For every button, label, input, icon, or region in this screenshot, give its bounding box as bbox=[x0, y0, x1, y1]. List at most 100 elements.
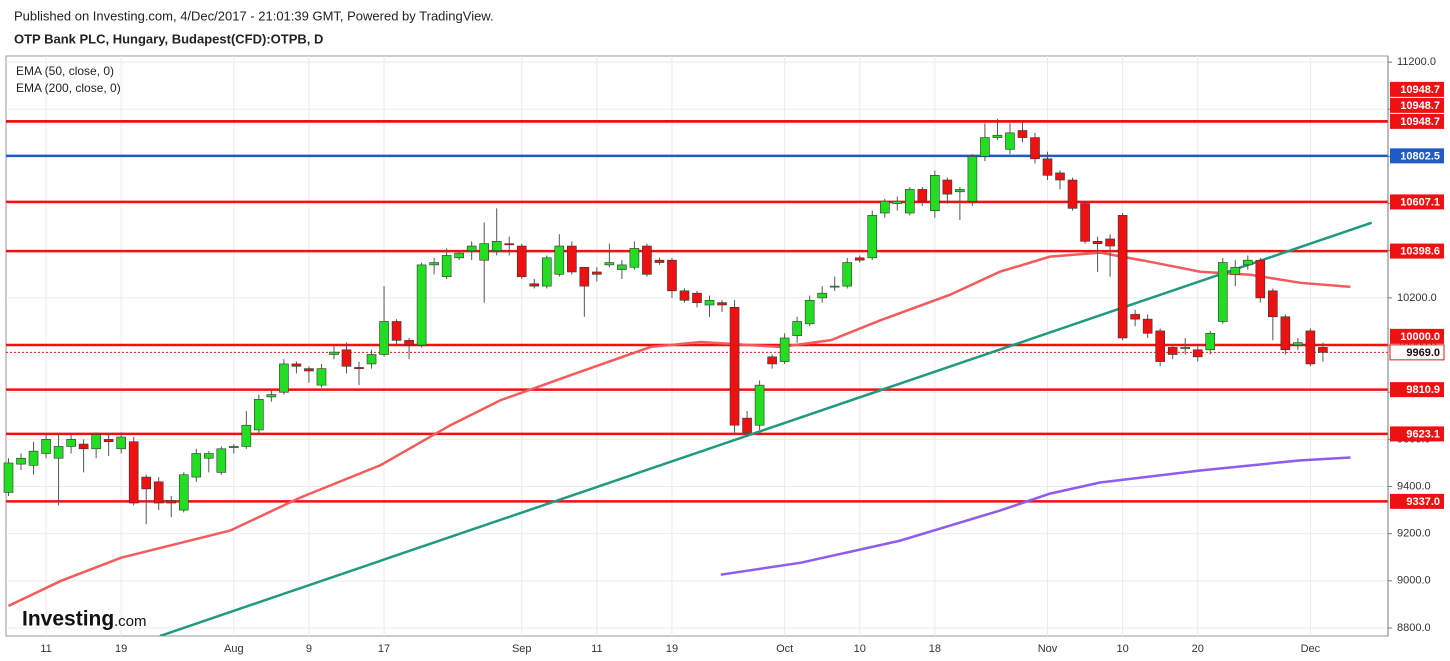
candle-body bbox=[141, 476, 152, 490]
level-label-box bbox=[1390, 493, 1444, 509]
candle-body bbox=[279, 363, 289, 393]
candle-body bbox=[304, 368, 314, 372]
candle-body bbox=[917, 189, 928, 202]
level-label-box bbox=[1390, 148, 1444, 164]
candle-body bbox=[704, 299, 715, 306]
candle-body bbox=[1005, 132, 1015, 150]
candle-body bbox=[642, 245, 652, 275]
x-tick-label: 9 bbox=[306, 643, 312, 655]
candle-body bbox=[1155, 330, 1165, 362]
candle-body bbox=[1318, 347, 1328, 353]
candle-body bbox=[1030, 137, 1040, 160]
candle-body bbox=[842, 262, 853, 287]
x-tick-label: 10 bbox=[854, 643, 866, 655]
candle-body bbox=[817, 292, 827, 299]
candle-body bbox=[592, 271, 602, 275]
candle-body bbox=[103, 439, 114, 443]
candle-body bbox=[1305, 330, 1316, 365]
candle-body bbox=[153, 481, 164, 504]
candle-body bbox=[366, 354, 377, 365]
indicator-line bbox=[720, 456, 1351, 576]
x-tick-label: Sep bbox=[512, 643, 532, 655]
candle-body bbox=[429, 262, 439, 266]
x-tick-label: 11 bbox=[40, 643, 51, 655]
candle-body bbox=[554, 245, 565, 275]
candle-body bbox=[1105, 238, 1115, 247]
candle-body bbox=[1117, 215, 1128, 339]
indicator-line bbox=[159, 221, 1373, 636]
x-tick-label: 19 bbox=[115, 643, 127, 655]
level-label: 9337.0 bbox=[1406, 496, 1440, 508]
candle-body bbox=[529, 283, 540, 287]
y-tick-label: 8800.0 bbox=[1397, 622, 1431, 634]
candle-body bbox=[1180, 347, 1191, 349]
candle-body bbox=[892, 200, 903, 204]
candle-body bbox=[905, 189, 915, 214]
candle-body bbox=[466, 245, 477, 252]
candle-body bbox=[1130, 314, 1140, 320]
level-label-box bbox=[1390, 113, 1444, 129]
candle-body bbox=[829, 285, 840, 288]
candle-body bbox=[1205, 332, 1216, 351]
candle-body bbox=[216, 448, 227, 473]
candle-body bbox=[1192, 349, 1203, 358]
candle-body bbox=[41, 439, 51, 454]
y-tick-label: 9400.0 bbox=[1397, 480, 1431, 492]
x-tick-label: 19 bbox=[666, 643, 678, 655]
candle-body bbox=[754, 384, 765, 426]
candle-body bbox=[717, 302, 727, 306]
candle-body bbox=[729, 307, 740, 426]
candle-body bbox=[178, 474, 189, 511]
level-label: 10802.5 bbox=[1400, 150, 1440, 162]
candle-body bbox=[454, 252, 464, 259]
candle-body bbox=[504, 243, 515, 246]
candle-body bbox=[1067, 179, 1078, 209]
candle-body bbox=[166, 500, 177, 504]
candle-body bbox=[867, 215, 878, 259]
x-tick-label: Oct bbox=[776, 643, 793, 655]
x-tick-label: 10 bbox=[1116, 643, 1128, 655]
level-label: 10948.7 bbox=[1400, 100, 1440, 112]
candle-body bbox=[742, 417, 752, 433]
candle-body bbox=[416, 264, 427, 346]
level-label-box bbox=[1390, 382, 1444, 398]
candle-body bbox=[980, 137, 990, 157]
candle-body bbox=[930, 175, 940, 211]
x-tick-label: 18 bbox=[929, 643, 941, 655]
level-label: 9969.0 bbox=[1406, 347, 1440, 359]
level-label: 10607.1 bbox=[1400, 196, 1440, 208]
candles bbox=[3, 118, 1328, 525]
candle-body bbox=[767, 356, 777, 365]
level-label-box bbox=[1389, 344, 1445, 361]
candle-body bbox=[516, 245, 527, 277]
x-tick-label: Aug bbox=[224, 643, 244, 655]
candle-body bbox=[629, 248, 640, 268]
candle-body bbox=[291, 363, 302, 367]
level-label: 9810.9 bbox=[1406, 384, 1440, 396]
candle-body bbox=[379, 321, 389, 355]
candle-body bbox=[967, 156, 978, 202]
candle-body bbox=[1092, 241, 1103, 244]
candle-body bbox=[1230, 266, 1241, 275]
candle-body bbox=[203, 453, 214, 459]
candle-body bbox=[1142, 318, 1153, 334]
x-tick-label: Nov bbox=[1038, 643, 1058, 655]
candle-body bbox=[617, 264, 627, 270]
x-tick-label: 17 bbox=[378, 643, 390, 655]
candle-body bbox=[1268, 290, 1278, 318]
x-tick-label: 20 bbox=[1192, 643, 1204, 655]
candle-body bbox=[692, 292, 702, 303]
candle-body bbox=[354, 367, 364, 369]
candle-body bbox=[1242, 259, 1253, 266]
level-label: 10948.7 bbox=[1400, 84, 1440, 96]
logo-name: Investing bbox=[22, 608, 114, 631]
axis: 8800.09000.09200.09400.09600.09800.01000… bbox=[40, 56, 1445, 655]
candle-body bbox=[316, 368, 327, 386]
candle-body bbox=[942, 179, 953, 195]
level-label: 10398.6 bbox=[1400, 245, 1440, 257]
y-tick-label: 9000.0 bbox=[1397, 575, 1431, 587]
y-tick-label: 11200.0 bbox=[1397, 56, 1436, 68]
candle-body bbox=[679, 290, 690, 301]
candle-body bbox=[1042, 158, 1053, 176]
candle-body bbox=[1167, 347, 1178, 355]
